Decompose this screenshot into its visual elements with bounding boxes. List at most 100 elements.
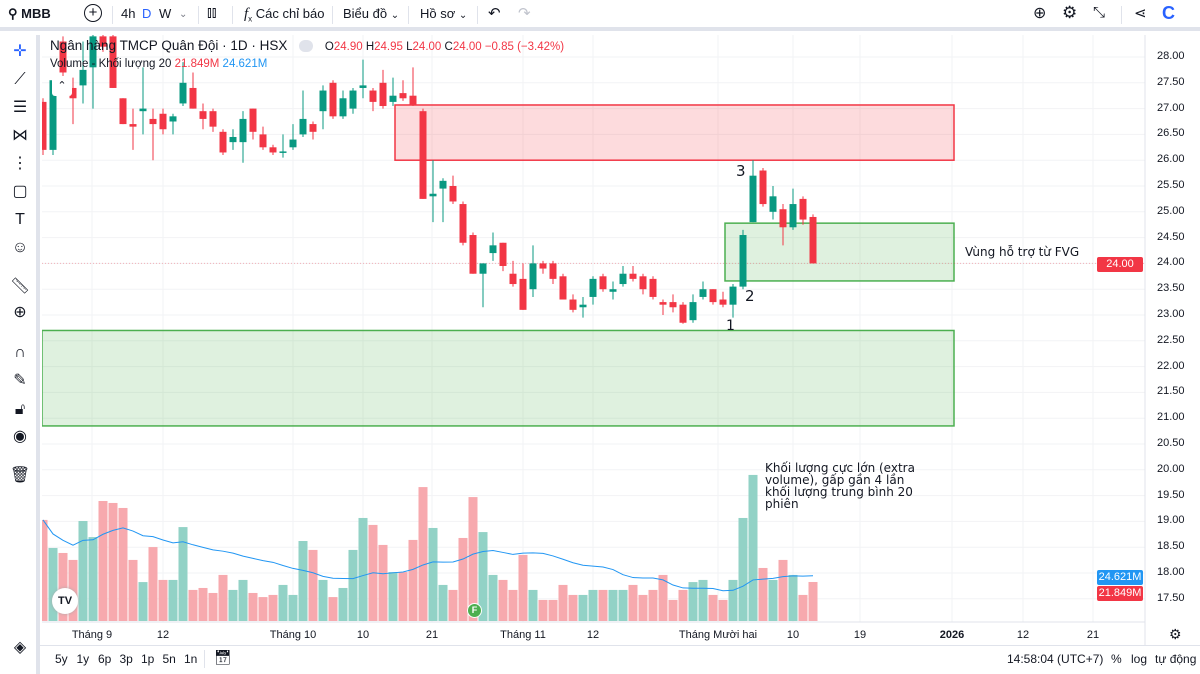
candle-body	[789, 204, 797, 228]
divider	[1121, 6, 1122, 24]
candle-body	[259, 134, 267, 148]
percent-toggle[interactable]: %	[1111, 652, 1122, 666]
ruler-icon[interactable]: 📏︎	[9, 278, 31, 295]
zoom-in-icon[interactable]: ⊕	[13, 304, 27, 321]
price-label: 21.50	[1157, 385, 1185, 398]
interval-w[interactable]: W	[159, 6, 172, 21]
candle	[339, 90, 347, 119]
rectangle-icon[interactable]: ▢	[12, 183, 28, 200]
candle-body	[669, 302, 677, 308]
undo-icon[interactable]: ↶	[488, 5, 501, 22]
divider	[408, 6, 409, 24]
axis-settings-icon[interactable]: ⚙	[1169, 626, 1182, 642]
candle	[179, 62, 187, 107]
candle	[309, 121, 317, 140]
pattern-icon[interactable]: ⋈	[12, 127, 28, 144]
volume-bar	[158, 579, 168, 621]
change-value: −0.85 (−3.42%)	[484, 41, 565, 53]
range-1p[interactable]: 1p	[141, 652, 155, 666]
candle-body	[589, 278, 597, 297]
candle-body	[189, 87, 197, 109]
collapse-panel-button[interactable]: ⌃	[52, 76, 72, 96]
candle	[429, 160, 437, 223]
volume-bar	[508, 589, 518, 621]
volume-bar	[148, 547, 158, 621]
share-icon[interactable]: ⋖	[1134, 5, 1147, 22]
candle-body	[629, 273, 637, 279]
range-5n[interactable]: 5n	[162, 652, 176, 666]
trash-icon[interactable]: 🗑︎	[9, 467, 31, 484]
candles-icon[interactable]: ⫾⫾	[207, 4, 217, 21]
auto-scale-toggle[interactable]: tự động	[1155, 652, 1197, 666]
fib-icon[interactable]: ⋮	[12, 155, 28, 172]
search-icon: ⚲	[8, 6, 18, 21]
indicators-button[interactable]: fx Các chỉ báo	[244, 6, 325, 24]
clock-time[interactable]: 14:58:04 (UTC+7)	[1007, 652, 1104, 666]
price-label: 21.00	[1157, 411, 1185, 424]
candle	[379, 69, 387, 109]
range-1n[interactable]: 1n	[184, 652, 198, 666]
volume-bar	[308, 549, 318, 621]
candle-body	[559, 276, 567, 300]
candle-body	[319, 90, 327, 112]
candle	[679, 302, 687, 324]
lock-icon[interactable]: 🔓︎	[14, 401, 26, 418]
text-icon[interactable]: T	[15, 211, 25, 228]
candle	[779, 204, 787, 246]
volume-bar	[88, 537, 98, 621]
time-label: Tháng 10	[269, 629, 317, 641]
log-toggle[interactable]: log	[1131, 652, 1148, 666]
collapse-legend-button[interactable]	[299, 40, 314, 53]
eye-icon[interactable]: ◉	[13, 428, 27, 445]
volume-bar	[728, 579, 738, 621]
candle-body	[799, 198, 807, 220]
trendline-icon[interactable]: ⟋	[14, 71, 26, 88]
add-symbol-icon[interactable]: +	[84, 4, 102, 22]
candle	[749, 160, 757, 223]
symbol-search-button[interactable]: ⚲ MBB	[8, 6, 51, 21]
horizontal-lines-icon[interactable]: ☰	[12, 99, 28, 116]
zoom-search-icon[interactable]: ⊕	[1033, 5, 1047, 22]
chevron-down-icon: ⌄	[390, 10, 400, 21]
candle-body	[109, 36, 117, 88]
magnet-icon[interactable]: ∩	[14, 344, 26, 361]
price-label: 27.00	[1157, 101, 1185, 114]
tradingview-logo[interactable]: TV	[52, 588, 78, 614]
interval-d[interactable]: D	[142, 6, 152, 21]
time-label: 10	[356, 629, 370, 641]
crosshair-icon[interactable]: ✛	[13, 43, 27, 60]
earnings-event-marker[interactable]: F	[467, 603, 482, 618]
collapse-icon[interactable]: ⤡	[1093, 4, 1106, 21]
candle	[709, 289, 717, 305]
candle	[549, 260, 557, 285]
volume-bar	[568, 594, 578, 621]
layers-icon[interactable]: ◈	[13, 639, 27, 656]
candle-body	[129, 124, 137, 127]
candle	[119, 98, 127, 125]
range-1y[interactable]: 1y	[76, 652, 90, 666]
volume-bar	[758, 567, 768, 621]
gear-icon[interactable]: ⚙	[1062, 3, 1078, 22]
volume-bar	[658, 574, 668, 621]
volume-bar	[228, 589, 238, 621]
candle	[439, 178, 447, 223]
chevron-down-icon[interactable]: ⌄	[179, 9, 188, 20]
emoji-icon[interactable]: ☺	[11, 239, 29, 256]
pencil-lock-icon[interactable]: ✎	[13, 372, 27, 389]
support-zone[interactable]	[724, 222, 955, 282]
support-zone[interactable]	[42, 329, 955, 427]
resistance-zone[interactable]	[394, 104, 955, 161]
profile-menu-button[interactable]: Hồ sơ ⌄	[420, 6, 468, 21]
chart-menu-button[interactable]: Biểu đồ ⌄	[343, 6, 400, 21]
range-3p[interactable]: 3p	[119, 652, 133, 666]
redo-icon[interactable]: ↷	[518, 5, 531, 22]
interval-4h[interactable]: 4h	[121, 6, 136, 21]
calendar-icon[interactable]: 📅︎	[214, 649, 232, 665]
candle	[239, 111, 247, 163]
range-5y[interactable]: 5y	[55, 652, 68, 666]
volume-bar	[118, 507, 128, 621]
range-6p[interactable]: 6p	[98, 652, 112, 666]
candle-body	[179, 82, 187, 104]
volume-bar	[718, 599, 728, 621]
